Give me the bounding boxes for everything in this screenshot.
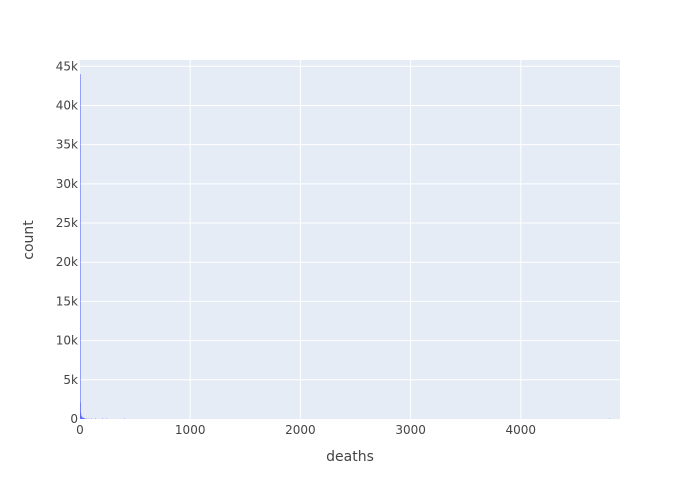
x-tick-label: 1000 bbox=[175, 423, 206, 437]
y-tick-label: 5k bbox=[63, 373, 78, 387]
plot-background bbox=[80, 60, 620, 419]
y-tick-label: 40k bbox=[56, 98, 78, 112]
x-tick-label: 3000 bbox=[395, 423, 426, 437]
bars bbox=[80, 74, 610, 420]
histogram-bar bbox=[84, 418, 86, 419]
y-axis-ticks: 0 5k 10k 15k 20k 25k 30k 35k 40k 45k bbox=[56, 59, 78, 426]
x-tick-label: 2000 bbox=[285, 423, 316, 437]
x-tick-label: 4000 bbox=[506, 423, 537, 437]
histogram-bar bbox=[80, 402, 81, 419]
histogram-bar bbox=[80, 74, 81, 420]
y-tick-label: 20k bbox=[56, 255, 78, 269]
y-tick-label: 45k bbox=[56, 59, 78, 73]
gridlines bbox=[80, 60, 620, 419]
histogram-bar bbox=[124, 418, 125, 419]
y-axis-title: count bbox=[21, 220, 37, 260]
histogram-bar bbox=[95, 418, 97, 419]
y-tick-label: 0 bbox=[70, 412, 78, 426]
histogram-bar bbox=[85, 418, 87, 419]
y-tick-label: 30k bbox=[56, 177, 78, 191]
histogram-bar bbox=[83, 418, 85, 419]
histogram-bar bbox=[83, 417, 84, 419]
histogram-bar bbox=[102, 418, 103, 419]
x-axis-title: deaths bbox=[326, 449, 374, 465]
y-tick-label: 15k bbox=[56, 294, 78, 308]
histogram-bar bbox=[86, 418, 88, 419]
histogram-bar bbox=[608, 418, 610, 419]
x-tick-label: 0 bbox=[76, 423, 84, 437]
histogram-bar bbox=[106, 418, 108, 419]
x-axis-ticks: 0 1000 2000 3000 4000 bbox=[76, 423, 536, 437]
y-tick-label: 25k bbox=[56, 216, 78, 230]
histogram-bar bbox=[88, 418, 90, 419]
histogram-bar bbox=[91, 418, 92, 419]
y-tick-label: 35k bbox=[56, 138, 78, 152]
y-tick-label: 10k bbox=[56, 334, 78, 348]
